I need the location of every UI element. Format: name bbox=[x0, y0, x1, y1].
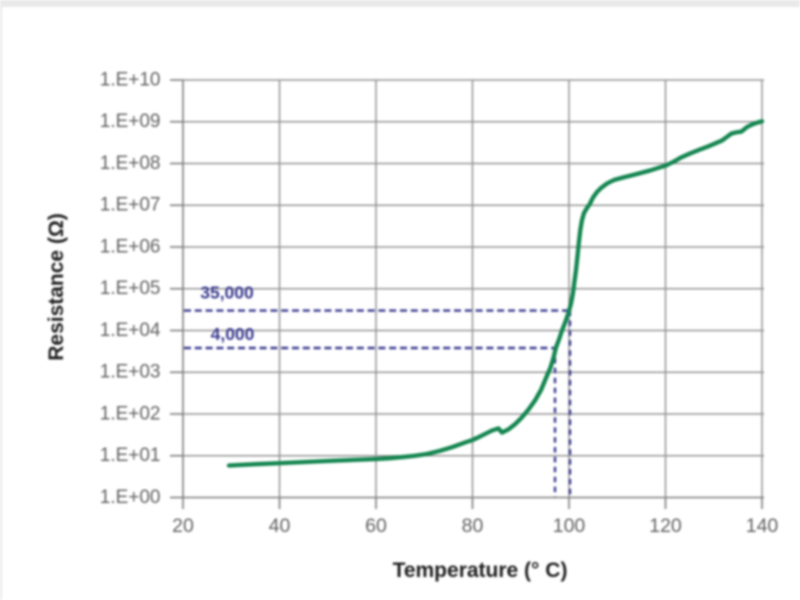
svg-text:1.E+08: 1.E+08 bbox=[100, 153, 161, 174]
svg-text:1.E+00: 1.E+00 bbox=[100, 487, 161, 508]
svg-text:60: 60 bbox=[365, 515, 387, 537]
svg-text:1.E+06: 1.E+06 bbox=[100, 237, 161, 258]
svg-text:1.E+10: 1.E+10 bbox=[100, 70, 161, 91]
svg-text:140: 140 bbox=[746, 515, 779, 537]
svg-text:1.E+02: 1.E+02 bbox=[100, 404, 161, 425]
svg-text:40: 40 bbox=[269, 515, 291, 537]
svg-text:120: 120 bbox=[649, 515, 682, 537]
svg-text:4,000: 4,000 bbox=[211, 324, 255, 344]
svg-text:1.E+05: 1.E+05 bbox=[100, 278, 161, 299]
svg-text:80: 80 bbox=[462, 515, 484, 537]
svg-text:100: 100 bbox=[553, 515, 586, 537]
svg-text:1.E+03: 1.E+03 bbox=[100, 362, 161, 383]
svg-text:35,000: 35,000 bbox=[200, 283, 254, 303]
svg-text:1.E+04: 1.E+04 bbox=[100, 320, 161, 341]
svg-text:1.E+07: 1.E+07 bbox=[100, 195, 161, 216]
svg-text:1.E+01: 1.E+01 bbox=[100, 445, 161, 466]
svg-text:Temperature (° C): Temperature (° C) bbox=[393, 559, 568, 582]
svg-text:Resistance (Ω): Resistance (Ω) bbox=[45, 213, 68, 361]
svg-text:1.E+09: 1.E+09 bbox=[100, 111, 161, 132]
svg-text:20: 20 bbox=[172, 515, 194, 537]
